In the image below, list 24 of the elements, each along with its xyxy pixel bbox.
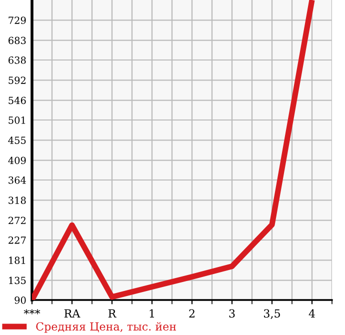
y-tick-label: 546 xyxy=(8,96,26,104)
x-tick-label: RA xyxy=(64,309,80,318)
legend-label: Средняя Цена, тыс. йен xyxy=(36,322,176,333)
y-tick-label: 135 xyxy=(9,276,26,284)
y-tick-label: 409 xyxy=(8,156,26,164)
y-tick-label: 455 xyxy=(8,136,26,144)
x-tick-label: 3,5 xyxy=(264,309,280,319)
x-tick-label: R xyxy=(108,309,116,318)
x-tick-label: 2 xyxy=(189,309,194,318)
y-tick-label: 638 xyxy=(8,56,26,64)
y-tick-label: 729 xyxy=(8,16,26,24)
y-tick-label: 227 xyxy=(8,236,26,244)
x-tick-label: *** xyxy=(24,309,40,314)
y-tick-label: 364 xyxy=(8,176,26,184)
y-tick-label: 501 xyxy=(8,116,26,124)
y-tick-label: 318 xyxy=(8,196,26,204)
y-tick-label: 181 xyxy=(9,256,26,264)
y-tick-label: 272 xyxy=(8,216,26,224)
y-tick-label: 683 xyxy=(8,36,26,44)
y-tick-label: 90 xyxy=(14,296,26,304)
x-tick-label: 1 xyxy=(150,309,154,318)
x-tick-label: 4 xyxy=(308,309,315,318)
y-tick-label: 592 xyxy=(8,76,26,84)
x-tick-label: 3 xyxy=(229,309,235,318)
